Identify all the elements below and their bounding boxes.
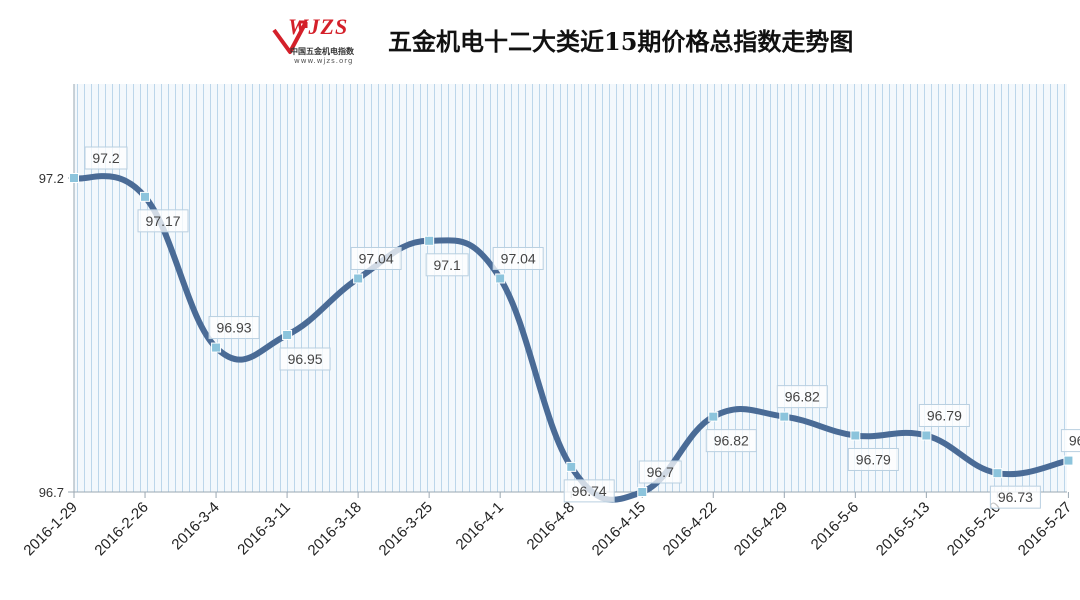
data-label: 96.95 bbox=[288, 351, 323, 367]
logo-brand-text: WJZS bbox=[288, 14, 349, 39]
data-label-box bbox=[918, 403, 970, 427]
data-point-marker bbox=[566, 461, 577, 472]
chart-title: 五金机电十二大类近15期价格总指数走势图 bbox=[388, 27, 854, 56]
logo-arrow-icon bbox=[272, 20, 308, 54]
x-tick-label: 2016-5-13 bbox=[873, 499, 933, 559]
data-label: 96.79 bbox=[856, 451, 891, 467]
data-label: 97.2 bbox=[92, 150, 119, 166]
wjzs-logo: WJZS 中国五金机电指数 www.wjzs.org bbox=[270, 8, 370, 70]
data-point-marker bbox=[211, 342, 222, 353]
data-point-marker bbox=[424, 235, 435, 246]
data-label: 97.04 bbox=[501, 250, 536, 266]
data-label: 97.1 bbox=[434, 257, 461, 273]
data-label-box bbox=[638, 460, 682, 484]
data-point-marker bbox=[140, 191, 151, 202]
data-point-marker bbox=[1063, 455, 1074, 466]
x-tick-label: 2016-1-29 bbox=[20, 499, 80, 559]
y-tick-label: 97.2 bbox=[39, 171, 64, 186]
data-label-box bbox=[776, 385, 828, 409]
data-point-marker bbox=[353, 273, 364, 284]
x-tick-label: 2016-2-26 bbox=[91, 499, 151, 559]
data-label: 97.17 bbox=[146, 213, 181, 229]
data-point-marker bbox=[495, 273, 506, 284]
data-label-box bbox=[705, 429, 757, 453]
data-label-box bbox=[425, 253, 469, 277]
data-label-box bbox=[350, 246, 402, 270]
data-point-marker bbox=[850, 430, 861, 441]
data-label-box bbox=[492, 246, 544, 270]
data-point-marker bbox=[69, 173, 79, 183]
logo-chinese-text: 中国五金机电指数 bbox=[290, 47, 354, 56]
data-point-marker bbox=[637, 487, 648, 497]
data-label-box bbox=[279, 347, 331, 371]
data-label: 96.79 bbox=[927, 407, 962, 423]
chart-header: WJZS 中国五金机电指数 www.wjzs.org 五金机电十二大类近15期价… bbox=[0, 0, 1080, 80]
data-label: 97.04 bbox=[359, 250, 394, 266]
data-label-box bbox=[989, 485, 1041, 509]
data-point-marker bbox=[779, 411, 790, 422]
data-label: 96.82 bbox=[714, 433, 749, 449]
data-point-marker bbox=[992, 468, 1003, 479]
data-label-box bbox=[1060, 429, 1080, 453]
x-tick-label: 2016-3-4 bbox=[168, 499, 222, 553]
y-tick-label: 96.7 bbox=[39, 485, 64, 500]
data-point-marker bbox=[708, 411, 719, 422]
data-label-box bbox=[847, 447, 899, 471]
x-tick-label: 2016-3-11 bbox=[234, 499, 294, 559]
x-tick-label: 2016-4-1 bbox=[453, 499, 507, 553]
data-label: 96.75 bbox=[1069, 433, 1080, 449]
x-tick-label: 2016-5-6 bbox=[808, 499, 862, 553]
data-label: 96.93 bbox=[217, 320, 252, 336]
plot-grid bbox=[74, 84, 1067, 492]
data-label: 96.7 bbox=[647, 464, 674, 480]
x-tick-label: 2016-3-25 bbox=[376, 499, 436, 559]
x-tick-label: 2016-4-22 bbox=[660, 499, 720, 559]
data-label: 96.82 bbox=[785, 389, 820, 405]
data-label-box bbox=[84, 146, 128, 170]
data-label: 96.74 bbox=[572, 483, 607, 499]
x-tick-label: 2016-3-18 bbox=[305, 499, 365, 559]
x-tick-label: 2016-4-8 bbox=[524, 499, 578, 553]
data-label-box bbox=[137, 209, 189, 233]
data-point-marker bbox=[921, 430, 932, 441]
data-label-box bbox=[563, 479, 615, 503]
data-point-marker bbox=[282, 330, 293, 340]
logo-url-text: www.wjzs.org bbox=[294, 57, 354, 65]
x-tick-label: 2016-4-15 bbox=[589, 499, 649, 559]
x-tick-label: 2016-4-29 bbox=[731, 499, 791, 559]
data-label-box bbox=[208, 316, 260, 340]
data-label: 96.73 bbox=[998, 489, 1033, 505]
